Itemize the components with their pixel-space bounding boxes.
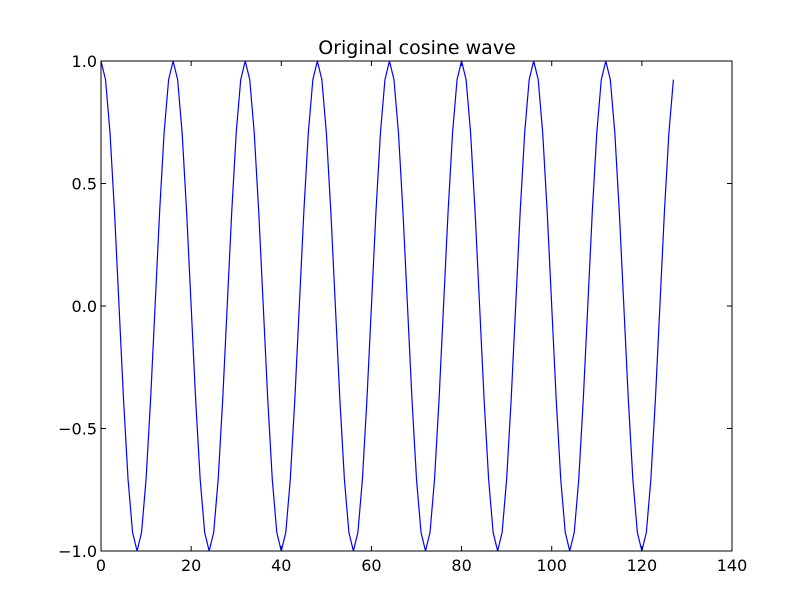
x-tick-label: 100: [536, 556, 567, 575]
tick-layer: 0 20 40 60 80 100 120 140 −1.0 −0.5 0.0 0.5 1.0: [58, 52, 747, 575]
x-tick-label: 120: [627, 556, 658, 575]
x-tick-label: 0: [96, 556, 106, 575]
x-tick-label: 40: [271, 556, 291, 575]
series-layer: [100, 60, 675, 552]
y-tick-label: −0.5: [58, 420, 97, 439]
chart-title: Original cosine wave: [318, 37, 516, 59]
series-line-0: [100, 60, 675, 552]
y-tick-label: 1.0: [72, 52, 97, 71]
x-tick-label: 20: [181, 556, 201, 575]
y-tick-label: 0.5: [72, 175, 97, 194]
x-tick-label: 140: [717, 556, 748, 575]
y-tick-label: −1.0: [58, 542, 97, 561]
plot-area: 0 20 40 60 80 100 120 140 −1.0 −0.5 0.0 0.5 1.0: [58, 52, 747, 575]
x-tick-label: 60: [361, 556, 381, 575]
x-tick-label: 80: [451, 556, 471, 575]
y-tick-label: 0.0: [72, 297, 97, 316]
